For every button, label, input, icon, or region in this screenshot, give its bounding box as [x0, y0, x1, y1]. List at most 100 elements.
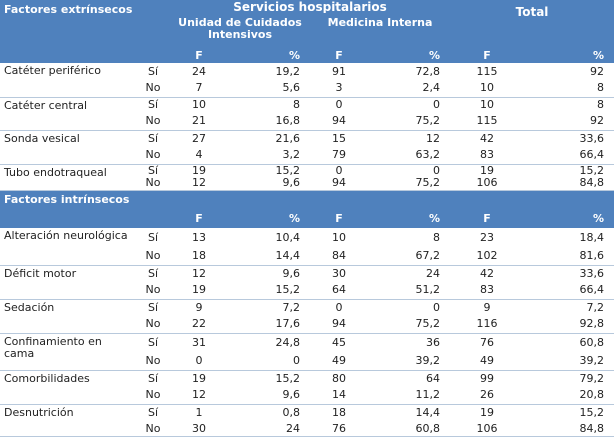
sub-label: No [136, 147, 170, 165]
value-cell: 42 [480, 131, 495, 145]
factor-label: Desnutrición [0, 404, 136, 437]
value-cell: 27 [192, 131, 206, 145]
value-cell: 12 [192, 266, 206, 280]
table-row: Tubo endotraqueal Sí 19 15,2 0 0 19 15,2 [0, 164, 614, 191]
table-row: No 19 15,2 64 51,2 83 66,4 [0, 282, 614, 300]
table-row: No 0 0 49 39,2 49 39,2 [0, 353, 614, 371]
value-cell: 116 [450, 316, 525, 334]
value-cell: 106 [450, 177, 525, 191]
sub-label: No [136, 353, 170, 371]
factor-label: Sonda vesical [0, 130, 136, 165]
value-cell: 10 [480, 98, 495, 112]
value-cell: 11,2 [368, 387, 451, 405]
value-cell: 115 [450, 113, 525, 131]
value-cell: 19 [480, 164, 495, 177]
factor-label: Confinamiento en cama [0, 333, 136, 371]
table-row: Catéter periférico Sí 24 19,2 91 72,8 115 92 [0, 63, 614, 98]
intrinsic-fpct-row: F% F% F% [0, 210, 614, 228]
table-row: No 7 5,6 3 2,4 10 8 [0, 80, 614, 98]
value-cell: 66,4 [524, 147, 614, 165]
factor-label: Comorbilidades [0, 370, 136, 405]
sub-label: Sí [147, 131, 159, 145]
sub-label: No [136, 177, 170, 191]
value-cell: 15,2 [579, 164, 605, 177]
value-cell: 60,8 [579, 336, 605, 350]
sub-label: Sí [147, 164, 159, 177]
sub-label: No [136, 316, 170, 334]
value-cell: 26 [450, 387, 525, 405]
value-cell: 83 [450, 147, 525, 165]
value-cell: 17,6 [228, 316, 310, 334]
value-cell: 42 [480, 266, 495, 280]
value-cell: 115 [476, 64, 498, 78]
value-cell: 10 [332, 231, 346, 244]
col-f-header: F [310, 210, 368, 228]
sub-label: Sí [147, 336, 159, 350]
value-cell: 76 [480, 336, 495, 350]
uci-header: Unidad de Cuidados Intensivos [170, 13, 310, 49]
value-cell: 84 [310, 248, 368, 266]
value-cell: 9 [483, 300, 491, 314]
value-cell: 8 [597, 98, 605, 112]
value-cell: 8 [524, 80, 614, 98]
value-cell: 76 [310, 422, 368, 437]
table-row: No 12 9,6 94 75,2 106 84,8 [0, 177, 614, 191]
factor-label: Catéter periférico [0, 63, 136, 98]
value-cell: 23 [480, 231, 495, 244]
table-row: Déficit motor Sí 12 9,6 30 24 42 33,6 [0, 265, 614, 300]
value-cell: 15,2 [275, 371, 301, 385]
value-cell: 49 [450, 353, 525, 371]
sub-label: Sí [147, 98, 159, 112]
sub-label: Sí [147, 231, 159, 244]
value-cell: 21 [170, 113, 228, 131]
value-cell: 75,2 [368, 177, 451, 191]
value-cell: 15,2 [579, 406, 605, 420]
value-cell: 1 [195, 406, 203, 420]
value-cell: 102 [450, 248, 525, 266]
value-cell: 75,2 [368, 316, 451, 334]
col-f-header: F [170, 210, 228, 228]
value-cell: 106 [450, 422, 525, 437]
value-cell: 9 [195, 300, 203, 314]
value-cell: 21,6 [275, 131, 301, 145]
factor-label: Alteración neurológica [0, 228, 136, 266]
table-row: Desnutrición Sí 1 0,8 18 14,4 19 15,2 [0, 404, 614, 437]
value-cell: 0,8 [282, 406, 301, 420]
value-cell: 45 [332, 336, 346, 350]
value-cell: 33,6 [579, 266, 605, 280]
table-row: Alteración neurológica Sí 13 10,4 10 8 23 18,4 [0, 228, 614, 266]
value-cell: 14,4 [228, 248, 310, 266]
value-cell: 92,8 [524, 316, 614, 334]
col-f-header: F [450, 210, 525, 228]
value-cell: 9,6 [228, 177, 310, 191]
value-cell: 94 [310, 177, 368, 191]
value-cell: 12 [170, 387, 228, 405]
value-cell: 31 [192, 336, 206, 350]
value-cell: 15 [332, 131, 346, 145]
services-header: Servicios hospitalarios [170, 0, 451, 13]
sub-label: No [136, 113, 170, 131]
mi-header: Medicina Interna [310, 13, 451, 49]
value-cell: 80 [332, 371, 346, 385]
value-cell: 81,6 [524, 248, 614, 266]
value-cell: 64 [426, 371, 441, 385]
value-cell: 24 [192, 64, 206, 78]
value-cell: 20,8 [524, 387, 614, 405]
value-cell: 39,2 [524, 353, 614, 371]
sub-label: No [136, 248, 170, 266]
value-cell: 67,2 [368, 248, 451, 266]
value-cell: 3,2 [228, 147, 310, 165]
value-cell: 7,2 [282, 300, 301, 314]
value-cell: 15,2 [275, 164, 301, 177]
value-cell: 24 [228, 422, 310, 437]
col-f-header: F [310, 49, 368, 63]
table-row: No 30 24 76 60,8 106 84,8 [0, 422, 614, 437]
value-cell: 24,8 [275, 336, 301, 350]
table-row: No 12 9,6 14 11,2 26 20,8 [0, 387, 614, 405]
value-cell: 83 [450, 282, 525, 300]
value-cell: 18 [170, 248, 228, 266]
sub-label: No [136, 422, 170, 437]
table-row: No 21 16,8 94 75,2 115 92 [0, 113, 614, 131]
value-cell: 12 [426, 131, 441, 145]
value-cell: 0 [433, 164, 441, 177]
